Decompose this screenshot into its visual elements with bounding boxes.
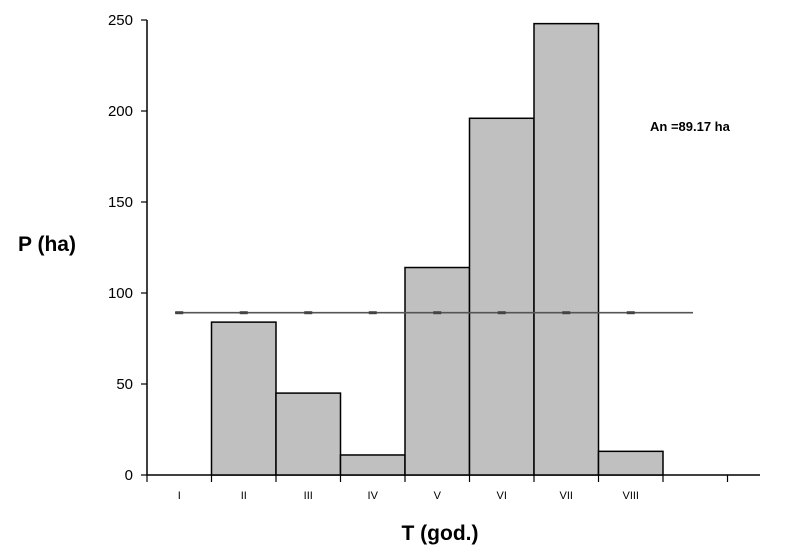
x-axis-title: T (god.) (402, 522, 479, 545)
average-marker (239, 311, 248, 315)
category-label: IV (368, 490, 379, 502)
bar-IV (339, 454, 406, 476)
y-tick-label: 150 (108, 194, 133, 211)
bar-V (404, 266, 471, 476)
y-tick-label: 0 (125, 467, 133, 484)
category-label: V (434, 490, 442, 502)
y-tick-label: 50 (116, 376, 133, 393)
bar-VII (533, 22, 600, 476)
bar-VI (468, 117, 535, 476)
y-tick-label: 250 (108, 12, 133, 29)
y-tick-labels: 0 50 100 150 200 250 (108, 12, 147, 484)
y-tick-label: 100 (108, 285, 133, 302)
category-label: III (304, 490, 313, 502)
average-marker (626, 311, 635, 315)
average-marker (368, 311, 377, 315)
bar-III (275, 392, 342, 476)
bars (210, 22, 664, 476)
average-marker (433, 311, 442, 315)
y-axis-title: P (ha) (18, 233, 76, 256)
category-label: VIII (622, 490, 639, 502)
category-label: VII (560, 490, 573, 502)
average-marker (562, 311, 571, 315)
category-label: VI (497, 490, 507, 502)
y-tick-label: 200 (108, 103, 133, 120)
bar-VIII (597, 450, 664, 476)
average-marker (175, 311, 184, 315)
bar-II (210, 321, 277, 476)
average-line-group (175, 311, 693, 315)
average-marker (497, 311, 506, 315)
category-label: II (241, 490, 247, 502)
x-axis (146, 474, 760, 482)
category-label: I (178, 490, 181, 502)
category-labels: I II III IV V VI VII VIII (178, 490, 639, 502)
average-marker (304, 311, 313, 315)
annotation-average: An =89.17 ha (650, 119, 731, 134)
